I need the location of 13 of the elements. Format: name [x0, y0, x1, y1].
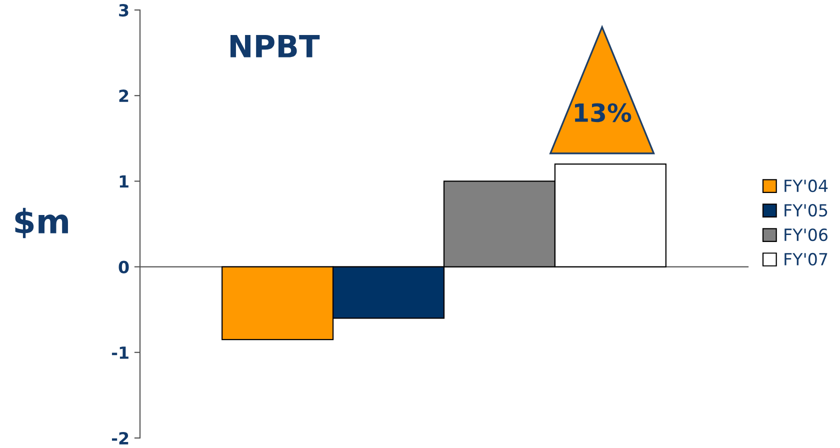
legend-label: FY'06	[784, 228, 828, 242]
y-tick-label: 1	[120, 175, 128, 188]
y-axis-title: $m	[15, 208, 68, 238]
legend-label: FY'07	[784, 252, 828, 266]
y-tick-label: -2	[112, 432, 128, 444]
y-tick-label: 2	[119, 90, 128, 102]
y-tick-label: -1	[112, 346, 128, 359]
legend-label: FY'05	[784, 204, 828, 217]
text: NPBT	[230, 35, 320, 58]
y-tick-label: 3	[119, 4, 128, 17]
annotation: 13%	[574, 103, 632, 122]
y-tick-label: 0	[118, 260, 129, 274]
legend-label: FY'04	[784, 180, 828, 192]
